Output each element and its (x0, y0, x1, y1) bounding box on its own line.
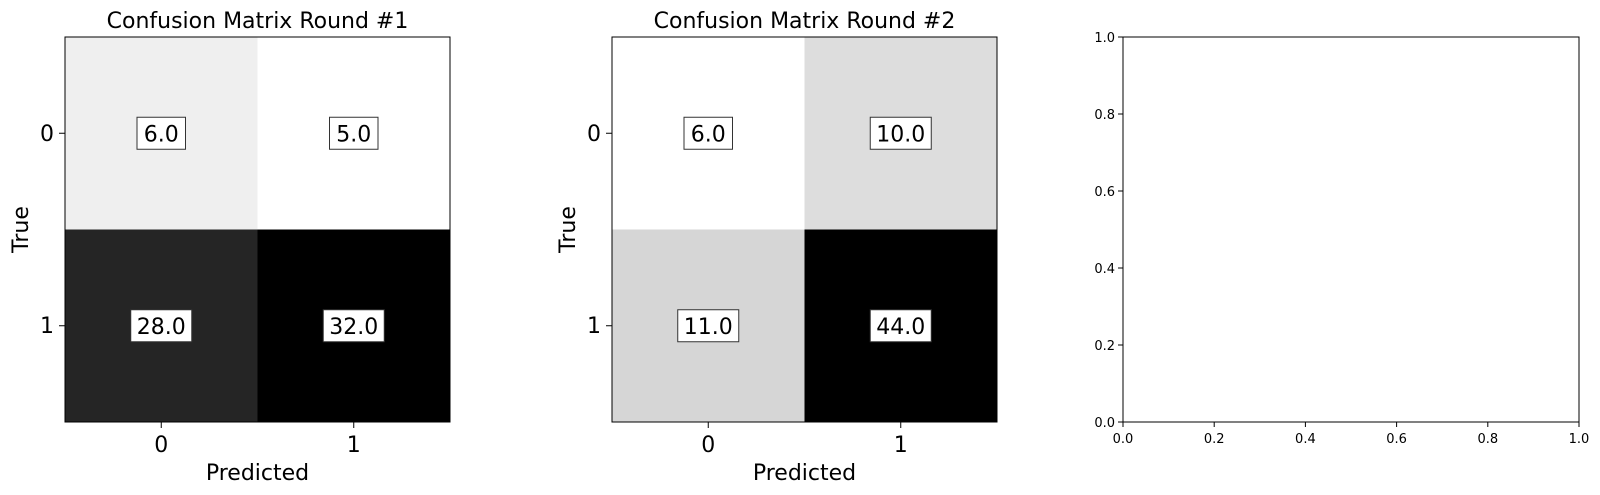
y-axis-label-1: True (9, 206, 34, 254)
chart-title-2: Confusion Matrix Round #2 (654, 9, 956, 34)
cell-value-label: 6.0 (144, 122, 179, 147)
cell-label-box (869, 116, 932, 150)
heatmap-cells-2: 6.0 10.0 11.0 44.0 (612, 37, 997, 422)
cell-value-label: 32.0 (329, 315, 378, 340)
cell-value-label: 28.0 (137, 315, 186, 340)
heatmap-cells-1: 6.0 5.0 28.0 32.0 (65, 37, 450, 422)
cell-label-box (329, 116, 379, 150)
x-tick-label: 0.6 (1386, 432, 1407, 447)
plot-frame-3 (1122, 36, 1580, 423)
cell-label-box (683, 116, 733, 150)
cell-label-box (322, 309, 385, 343)
confusion-matrix-2: Confusion Matrix Round #2 6.0 10.0 11.0 44.… (556, 9, 998, 486)
y-axis-label-2: True (556, 206, 581, 254)
cell-label-box (677, 309, 740, 343)
x-axis-label-1: Predicted (206, 461, 309, 486)
x-tick-label: 0.0 (1113, 432, 1134, 447)
cell-value-label: 5.0 (336, 122, 371, 147)
empty-axes-3: 0.0 0.2 0.4 0.6 0.8 1.0 0.0 0.2 0.4 0.6 0.8 1.0 (1094, 31, 1589, 447)
y-tick-label: 0 (40, 122, 54, 147)
cell-label-box (136, 116, 186, 150)
x-axis-label-2: Predicted (753, 461, 856, 486)
cell-value-label: 6.0 (691, 122, 726, 147)
chart-title-1: Confusion Matrix Round #1 (107, 9, 409, 34)
confusion-matrix-1: Confusion Matrix Round #1 6.0 5.0 28.0 32.0… (9, 9, 451, 486)
axis-ticks-3: 0.0 0.2 0.4 0.6 0.8 1.0 0.0 0.2 0.4 0.6 0.8 1.0 (1094, 31, 1589, 447)
cell-value-label: 10.0 (876, 122, 925, 147)
x-tick-label: 1 (894, 433, 908, 458)
cell-value-label: 11.0 (684, 315, 733, 340)
x-tick-label: 1 (347, 433, 361, 458)
plot-frame-1 (64, 36, 451, 423)
x-tick-label: 1.0 (1569, 432, 1590, 447)
y-tick-label: 1.0 (1094, 31, 1115, 46)
plot-frame-2 (611, 36, 998, 423)
y-tick-label: 0.0 (1094, 416, 1115, 431)
y-tick-label: 0.6 (1094, 185, 1115, 200)
y-tick-label: 1 (40, 314, 54, 339)
x-tick-label: 0.2 (1204, 432, 1225, 447)
y-tick-label: 0.2 (1094, 339, 1115, 354)
x-tick-label: 0 (701, 433, 715, 458)
cell-label-box (130, 309, 193, 343)
y-tick-label: 0.4 (1094, 262, 1115, 277)
y-tick-label: 0 (587, 122, 601, 147)
cell-value-label: 44.0 (876, 315, 925, 340)
y-tick-label: 1 (587, 314, 601, 339)
x-tick-label: 0.4 (1295, 432, 1316, 447)
x-tick-label: 0.8 (1477, 432, 1498, 447)
cell-label-box (869, 309, 932, 343)
y-tick-label: 0.8 (1094, 108, 1115, 123)
x-tick-label: 0 (154, 433, 168, 458)
